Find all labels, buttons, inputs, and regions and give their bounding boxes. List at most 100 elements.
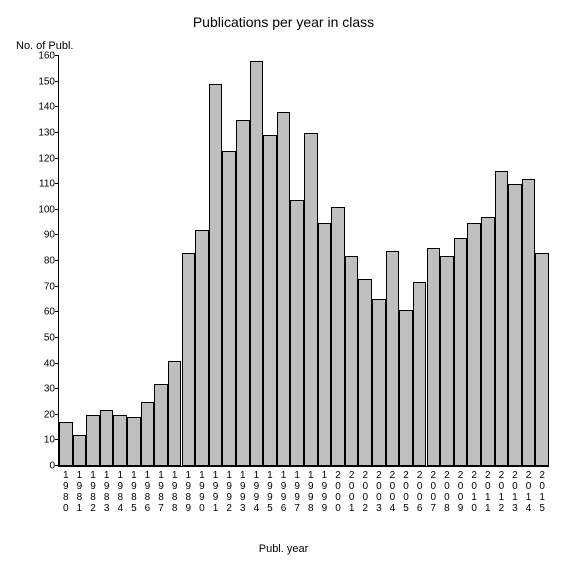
bars-container [59, 56, 549, 466]
y-tick-label: 160 [27, 51, 55, 62]
bar [358, 279, 372, 466]
y-tick-mark [55, 55, 59, 56]
bar [413, 282, 427, 467]
y-tick-mark [55, 414, 59, 415]
x-tick-label: 2012 [495, 466, 509, 514]
bar [372, 299, 386, 466]
bar [345, 256, 359, 466]
y-tick-mark [55, 158, 59, 159]
y-tick-mark [55, 132, 59, 133]
y-tick-label: 0 [27, 461, 55, 472]
chart-title: Publications per year in class [10, 14, 557, 30]
x-tick-label: 2015 [535, 466, 549, 514]
bar [113, 415, 127, 466]
y-tick-label: 140 [27, 102, 55, 113]
x-tick-label: 1982 [86, 466, 100, 514]
bar [236, 120, 250, 466]
bar [73, 435, 87, 466]
x-tick-label: 1997 [290, 466, 304, 514]
bar [263, 135, 277, 466]
bar [495, 171, 509, 466]
x-axis-label: Publ. year [10, 543, 557, 555]
bar [318, 223, 332, 466]
x-tick-label: 1987 [154, 466, 168, 514]
x-tick-label: 2013 [508, 466, 522, 514]
x-tick-label: 2007 [427, 466, 441, 514]
x-tick-label: 1993 [236, 466, 250, 514]
y-tick-mark [55, 363, 59, 364]
x-tick-label: 1988 [168, 466, 182, 514]
x-tick-label: 1981 [73, 466, 87, 514]
y-tick-mark [55, 260, 59, 261]
bar [454, 238, 468, 466]
bar [59, 422, 73, 466]
x-tick-label: 2001 [345, 466, 359, 514]
x-tick-label: 2006 [413, 466, 427, 514]
x-tick-label: 1983 [100, 466, 114, 514]
x-tick-label: 1984 [113, 466, 127, 514]
x-tick-label: 2011 [481, 466, 495, 514]
x-tick-label: 1994 [250, 466, 264, 514]
bar [127, 417, 141, 466]
y-tick-label: 30 [27, 384, 55, 395]
x-tick-label: 2002 [358, 466, 372, 514]
bar [304, 133, 318, 466]
y-tick-label: 50 [27, 332, 55, 343]
bar [427, 248, 441, 466]
y-tick-mark [55, 81, 59, 82]
x-tick-label: 1995 [263, 466, 277, 514]
y-tick-mark [55, 439, 59, 440]
y-tick-mark [55, 209, 59, 210]
x-tick-label: 2003 [372, 466, 386, 514]
bar [168, 361, 182, 466]
plot-area: 0102030405060708090100110120130140150160… [58, 56, 549, 467]
y-tick-label: 130 [27, 127, 55, 138]
bar [154, 384, 168, 466]
y-tick-label: 150 [27, 76, 55, 87]
y-tick-label: 20 [27, 409, 55, 420]
bar [290, 200, 304, 467]
y-tick-mark [55, 234, 59, 235]
y-tick-label: 90 [27, 230, 55, 241]
bar [440, 256, 454, 466]
y-tick-mark [55, 183, 59, 184]
bar [100, 410, 114, 466]
x-tick-label: 2009 [454, 466, 468, 514]
bar [535, 253, 549, 466]
x-tick-label: 1998 [304, 466, 318, 514]
x-tick-label: 2004 [386, 466, 400, 514]
bar [222, 151, 236, 466]
x-tick-label: 1996 [277, 466, 291, 514]
bar [141, 402, 155, 466]
bar [481, 217, 495, 466]
x-tick-label: 2014 [522, 466, 536, 514]
bar [195, 230, 209, 466]
y-tick-label: 70 [27, 281, 55, 292]
x-tick-label: 1991 [209, 466, 223, 514]
bar [182, 253, 196, 466]
bar [209, 84, 223, 466]
bar [399, 310, 413, 466]
y-tick-mark [55, 286, 59, 287]
x-tick-label: 2008 [440, 466, 454, 514]
bar [467, 223, 481, 466]
y-tick-label: 10 [27, 435, 55, 446]
bar [277, 112, 291, 466]
x-tick-label: 2010 [467, 466, 481, 514]
bar [331, 207, 345, 466]
x-tick-label: 1980 [59, 466, 73, 514]
y-tick-label: 40 [27, 358, 55, 369]
x-tick-label: 1992 [222, 466, 236, 514]
y-tick-label: 110 [27, 179, 55, 190]
x-tick-label: 1999 [318, 466, 332, 514]
y-tick-label: 60 [27, 307, 55, 318]
y-tick-mark [55, 337, 59, 338]
y-tick-mark [55, 388, 59, 389]
publications-chart: Publications per year in class No. of Pu… [10, 10, 557, 557]
y-tick-mark [55, 106, 59, 107]
bar [250, 61, 264, 466]
bar [86, 415, 100, 466]
y-tick-label: 100 [27, 204, 55, 215]
x-tick-label: 2005 [399, 466, 413, 514]
y-tick-label: 80 [27, 256, 55, 267]
